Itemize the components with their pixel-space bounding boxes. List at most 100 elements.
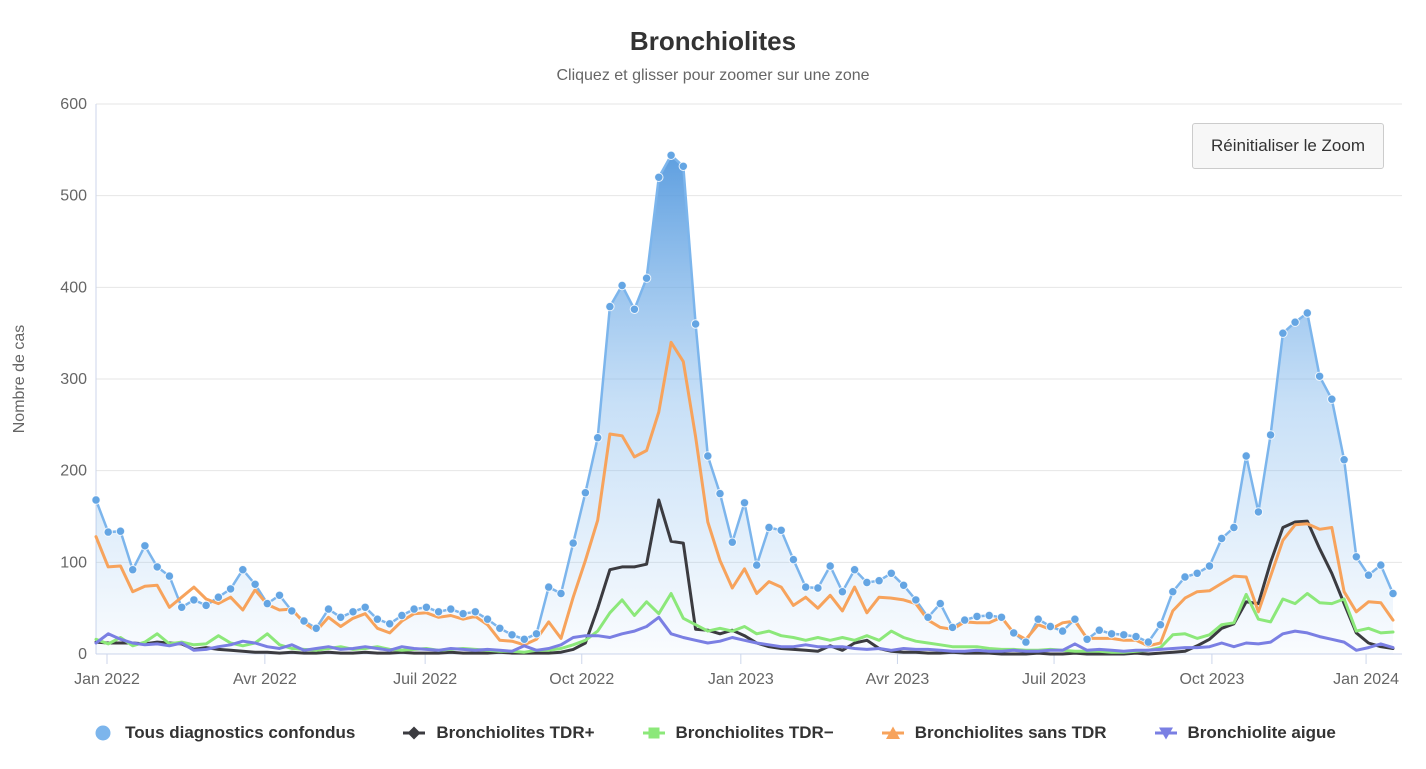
data-point-marker[interactable] [641,273,652,283]
data-point-marker[interactable] [1192,568,1202,578]
data-point-marker[interactable] [250,579,260,589]
data-point-marker[interactable] [128,565,138,575]
data-point-marker[interactable] [923,612,933,622]
data-point-marker[interactable] [813,583,823,593]
data-point-marker[interactable] [1021,637,1031,647]
data-point-marker[interactable] [972,611,982,622]
data-point-marker[interactable] [1180,572,1190,582]
data-point-marker[interactable] [1217,533,1227,544]
data-point-marker[interactable] [1278,328,1288,338]
data-point-marker[interactable] [580,488,591,498]
data-point-marker[interactable] [336,612,346,622]
data-point-marker[interactable] [715,488,725,499]
data-point-marker[interactable] [752,560,762,570]
data-point-marker[interactable] [1327,394,1337,404]
data-point-marker[interactable] [115,526,126,536]
reset-zoom-button[interactable]: Réinitialiser le Zoom [1192,123,1384,169]
legend-item-3[interactable]: Bronchiolites sans TDR [880,723,1107,743]
data-point-marker[interactable] [935,598,945,609]
data-point-marker[interactable] [678,161,688,172]
data-point-marker[interactable] [531,629,542,639]
data-point-marker[interactable] [960,615,970,625]
data-point-marker[interactable] [776,525,786,535]
data-point-marker[interactable] [482,614,493,624]
data-point-marker[interactable] [140,541,150,551]
data-point-marker[interactable] [213,592,224,602]
legend-item-0[interactable]: Tous diagnostics confondus [90,723,355,743]
data-point-marker[interactable] [568,538,578,548]
data-point-marker[interactable] [385,619,395,629]
data-point-marker[interactable] [886,568,896,578]
data-point-marker[interactable] [764,522,774,533]
data-point-marker[interactable] [1229,522,1239,533]
data-point-marker[interactable] [837,587,848,597]
data-point-marker[interactable] [446,604,456,614]
data-point-marker[interactable] [690,319,701,329]
data-point-marker[interactable] [1119,630,1129,640]
data-point-marker[interactable] [287,606,297,616]
data-point-marker[interactable] [593,433,603,443]
data-point-marker[interactable] [617,280,627,291]
data-point-marker[interactable] [1009,628,1019,638]
data-point-marker[interactable] [556,588,566,599]
data-point-marker[interactable] [1106,629,1117,639]
data-point-marker[interactable] [1168,587,1178,597]
data-point-marker[interactable] [654,172,664,183]
data-point-marker[interactable] [1290,317,1300,327]
data-point-marker[interactable] [397,610,407,621]
data-point-marker[interactable] [1253,507,1264,517]
data-point-marker[interactable] [1082,634,1092,644]
data-point-marker[interactable] [225,584,236,594]
data-point-marker[interactable] [152,562,162,572]
data-point-marker[interactable] [1265,430,1276,440]
data-point-marker[interactable] [874,576,884,586]
data-point-marker[interactable] [409,604,419,614]
data-point-marker[interactable] [703,451,713,461]
data-point-marker[interactable] [605,301,615,312]
data-point-marker[interactable] [1204,561,1215,571]
data-point-marker[interactable] [727,537,737,547]
data-point-marker[interactable] [274,590,285,600]
data-point-marker[interactable] [433,607,444,617]
data-point-marker[interactable] [299,616,309,626]
data-point-marker[interactable] [666,150,676,161]
data-point-marker[interactable] [1388,588,1398,599]
data-point-marker[interactable] [372,614,383,624]
data-point-marker[interactable] [862,577,872,588]
data-point-marker[interactable] [825,561,835,571]
data-point-marker[interactable] [1057,626,1068,636]
data-point-marker[interactable] [1339,455,1349,465]
legend-item-1[interactable]: Bronchiolites TDR+ [401,723,595,743]
data-point-marker[interactable] [1045,621,1056,632]
data-point-marker[interactable] [507,630,517,640]
data-point-marker[interactable] [458,609,468,619]
data-point-marker[interactable] [470,607,480,617]
data-point-marker[interactable] [1094,625,1105,635]
data-point-marker[interactable] [1033,614,1043,624]
data-point-marker[interactable] [801,582,811,592]
data-point-marker[interactable] [1351,552,1362,562]
data-point-marker[interactable] [1314,371,1325,381]
data-point-marker[interactable] [311,623,321,633]
data-point-marker[interactable] [189,595,199,605]
data-point-marker[interactable] [1241,451,1251,461]
data-point-marker[interactable] [421,602,432,612]
data-point-marker[interactable] [544,582,554,592]
data-point-marker[interactable] [91,495,101,505]
data-point-marker[interactable] [996,612,1007,622]
data-point-marker[interactable] [898,580,909,590]
data-point-marker[interactable] [788,554,799,565]
data-point-marker[interactable] [201,600,211,611]
data-point-marker[interactable] [911,595,921,605]
data-point-marker[interactable] [1363,570,1374,580]
data-point-marker[interactable] [1143,637,1154,647]
data-point-marker[interactable] [1155,620,1166,630]
data-point-marker[interactable] [849,565,860,575]
data-point-marker[interactable] [739,498,750,508]
data-point-marker[interactable] [1376,560,1386,570]
data-point-marker[interactable] [177,602,187,612]
data-point-marker[interactable] [495,623,505,633]
data-point-marker[interactable] [519,634,529,644]
data-point-marker[interactable] [262,598,272,609]
